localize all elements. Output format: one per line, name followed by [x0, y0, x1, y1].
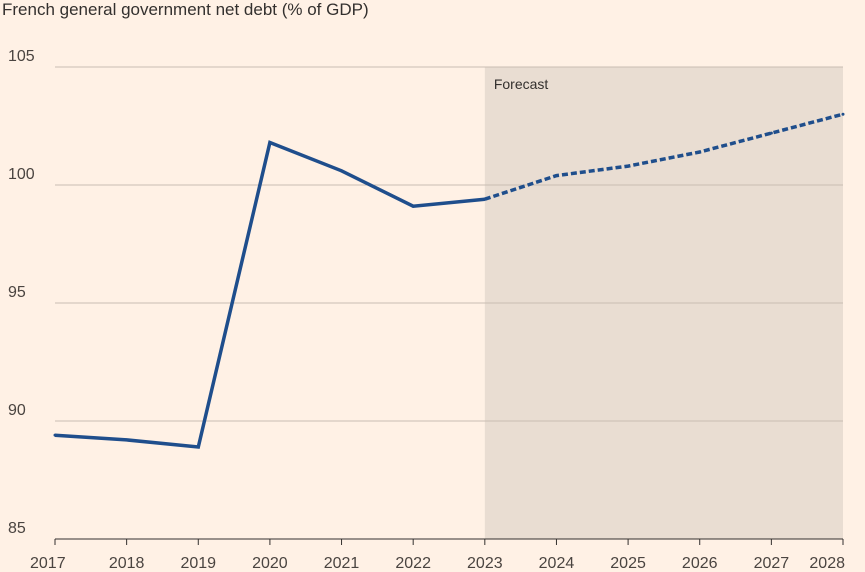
data-point-2021 — [340, 169, 344, 173]
data-point-2027 — [769, 131, 773, 135]
data-point-2022 — [411, 204, 415, 208]
gridlines — [55, 66, 843, 540]
data-point-2019 — [196, 445, 200, 449]
data-point-2026 — [698, 150, 702, 154]
actual-series-line — [54, 140, 485, 449]
x-tick-label: 2026 — [682, 555, 718, 572]
x-tick-label: 2023 — [467, 555, 503, 572]
forecast-label: Forecast — [494, 76, 549, 92]
data-point-2024 — [554, 174, 558, 178]
y-tick-label: 85 — [8, 520, 26, 537]
x-tick-label: 2020 — [252, 555, 288, 572]
x-tick-label: 2022 — [395, 555, 431, 572]
y-tick-label: 105 — [8, 48, 35, 65]
x-tick-label: 2018 — [109, 555, 145, 572]
x-tick-label: 2025 — [610, 555, 646, 572]
x-axis-ticks: 2017 2018 2019 2020 2021 2022 2023 2024 2025 2026… — [30, 539, 845, 572]
data-point-2025 — [626, 164, 630, 168]
data-point-2018 — [125, 438, 129, 442]
y-tick-label: 100 — [8, 166, 35, 183]
y-axis-ticks: 85 90 95 100 105 — [8, 48, 35, 537]
data-point-2020 — [268, 141, 272, 145]
data-point-2028 — [841, 112, 845, 116]
chart-title: French general government net debt (% of… — [2, 0, 369, 19]
forecast-series-line — [484, 112, 844, 201]
data-points — [53, 112, 845, 449]
x-tick-label: 2024 — [539, 555, 575, 572]
x-tick-label: 2021 — [324, 555, 360, 572]
x-tick-label: 2019 — [180, 555, 216, 572]
data-point-2023 — [483, 197, 487, 201]
y-tick-label: 90 — [8, 402, 26, 419]
x-tick-label: 2017 — [30, 555, 66, 572]
x-tick-label: 2028 — [809, 555, 845, 572]
data-point-2017 — [53, 433, 57, 437]
x-tick-label: 2027 — [754, 555, 790, 572]
y-tick-label: 95 — [8, 284, 26, 301]
